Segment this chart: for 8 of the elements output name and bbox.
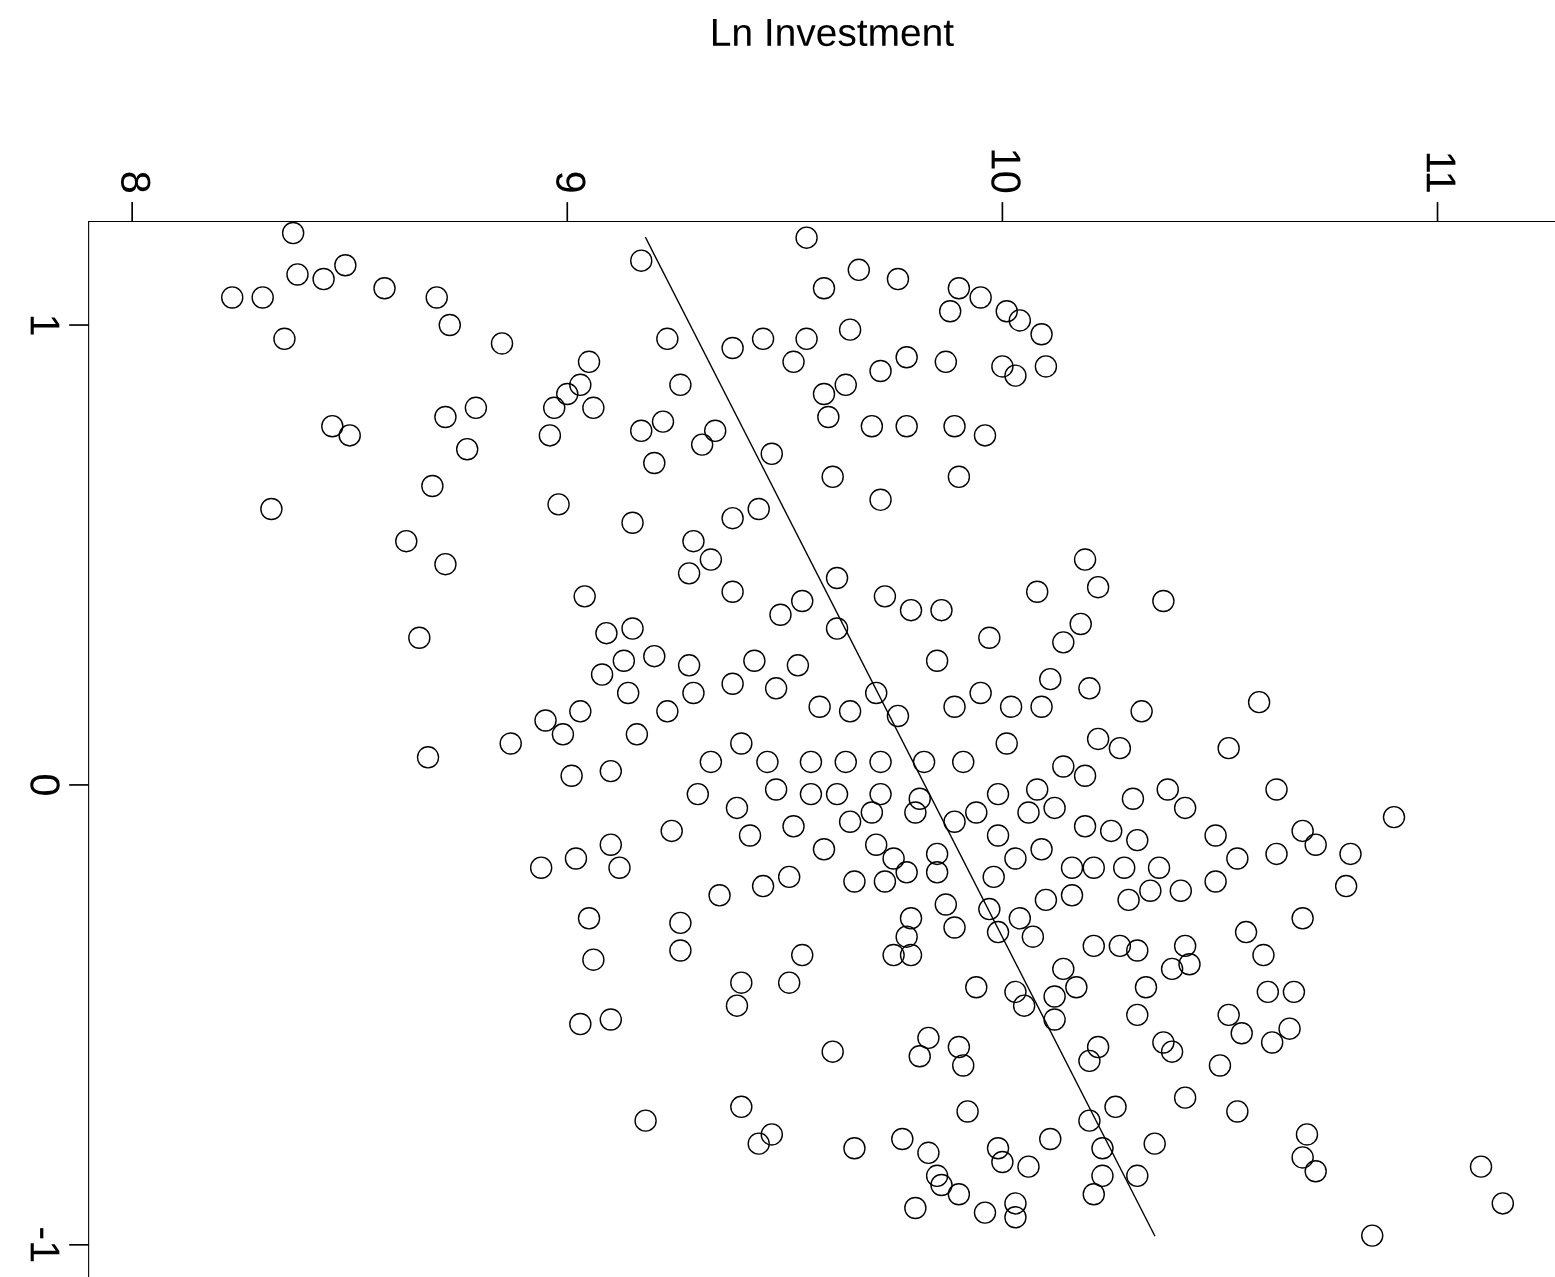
x-tick-label: 10	[991, 150, 1021, 193]
x-tick-label: 9	[556, 172, 586, 192]
y-tick-label: -1	[30, 1228, 60, 1262]
x-tick-label: 8	[120, 172, 151, 192]
x-tick-label: 11	[1426, 153, 1456, 192]
chart-title: Ln Investment	[712, 19, 954, 47]
y-tick-label: 1	[30, 316, 60, 335]
y-tick-label: 0	[30, 774, 60, 795]
